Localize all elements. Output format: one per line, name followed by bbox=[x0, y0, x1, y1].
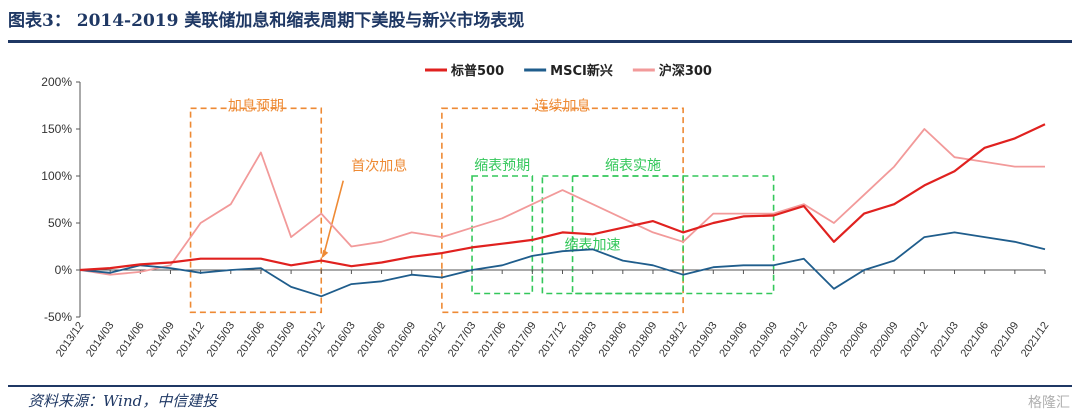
annotation-box-hike_expect bbox=[189, 107, 323, 314]
x-tick-label: 2017/06 bbox=[476, 320, 509, 359]
annotation-label-shrink_expect: 缩表预期 bbox=[474, 158, 530, 174]
annotation-box-hike_continuous bbox=[441, 107, 684, 314]
x-tick-label: 2015/06 bbox=[235, 320, 268, 359]
x-tick-label: 2019/09 bbox=[747, 320, 780, 359]
x-tick-label: 2021/09 bbox=[989, 320, 1022, 359]
watermark: 格隆汇 bbox=[1028, 395, 1070, 411]
x-tick-label: 2020/12 bbox=[898, 320, 931, 359]
x-tick-label: 2014/06 bbox=[114, 320, 147, 359]
x-tick-label: 2015/12 bbox=[295, 320, 328, 359]
x-tick-label: 2018/06 bbox=[597, 320, 630, 359]
series-line-sp500 bbox=[79, 123, 1046, 272]
x-tick-label: 2014/12 bbox=[174, 320, 207, 359]
legend-label-sp500: 标普500 bbox=[450, 63, 504, 79]
legend-label-hs300: 沪深300 bbox=[659, 63, 712, 79]
chart-axes: -50%0%50%100%150%200%2013/122014/032014/… bbox=[41, 75, 1051, 359]
x-tick-label: 2017/12 bbox=[536, 320, 569, 359]
x-tick-label: 2019/06 bbox=[717, 320, 750, 359]
x-tick-label: 2018/03 bbox=[566, 320, 599, 359]
annotation-label-hike_expect: 加息预期 bbox=[228, 97, 284, 114]
annotation-arrow-first_hike bbox=[322, 180, 345, 257]
y-tick-label: 0% bbox=[55, 263, 73, 277]
source-divider bbox=[8, 385, 1072, 387]
x-tick-label: 2017/03 bbox=[446, 320, 479, 359]
annotation-box-shrink_accelerate bbox=[571, 175, 684, 295]
title-divider bbox=[8, 40, 1072, 43]
x-tick-label: 2014/09 bbox=[144, 320, 177, 359]
x-tick-label: 2019/12 bbox=[778, 320, 811, 359]
x-tick-label: 2016/03 bbox=[325, 320, 358, 359]
x-tick-label: 2020/03 bbox=[808, 320, 841, 359]
chart-legend: 标普500 MSCI新兴 沪深300 bbox=[425, 63, 712, 79]
x-tick-label: 2016/12 bbox=[416, 320, 449, 359]
x-tick-label: 2020/09 bbox=[868, 320, 901, 359]
annotation-box-shrink_expect bbox=[471, 175, 534, 295]
x-tick-label: 2016/06 bbox=[355, 320, 388, 359]
figure-title: 图表3： 2014-2019 美联储加息和缩表周期下美股与新兴市场表现 bbox=[8, 11, 525, 31]
chart-series bbox=[79, 123, 1046, 298]
y-tick-label: 50% bbox=[48, 216, 72, 230]
series-line-msci bbox=[79, 231, 1046, 298]
y-tick-label: 150% bbox=[41, 122, 72, 136]
x-tick-label: 2020/06 bbox=[838, 320, 871, 359]
x-tick-label: 2017/09 bbox=[506, 320, 539, 359]
x-tick-label: 2014/03 bbox=[84, 320, 117, 359]
x-tick-label: 2015/09 bbox=[265, 320, 298, 359]
x-tick-label: 2021/03 bbox=[928, 320, 961, 359]
x-tick-label: 2021/12 bbox=[1019, 320, 1052, 359]
source-note: 资料来源：Wind，中信建投 bbox=[28, 392, 218, 410]
x-tick-label: 2018/09 bbox=[627, 320, 660, 359]
y-tick-label: 200% bbox=[41, 75, 72, 89]
annotation-label-shrink_implement: 缩表实施 bbox=[605, 158, 661, 174]
annotation-arrowhead-first_hike bbox=[321, 249, 329, 259]
x-tick-label: 2015/03 bbox=[205, 320, 238, 359]
y-tick-label: 100% bbox=[41, 169, 72, 183]
y-tick-label: -50% bbox=[44, 310, 72, 324]
x-tick-label: 2021/06 bbox=[959, 320, 992, 359]
legend-label-msci: MSCI新兴 bbox=[550, 63, 613, 79]
annotation-label-first_hike: 首次加息 bbox=[351, 158, 407, 175]
x-tick-label: 2016/09 bbox=[386, 320, 419, 359]
series-line-hs300 bbox=[79, 128, 1045, 276]
x-tick-label: 2019/03 bbox=[687, 320, 720, 359]
annotation-label-hike_continuous: 连续加息 bbox=[535, 97, 591, 114]
x-tick-label: 2018/12 bbox=[657, 320, 690, 359]
x-tick-label: 2013/12 bbox=[54, 320, 87, 359]
